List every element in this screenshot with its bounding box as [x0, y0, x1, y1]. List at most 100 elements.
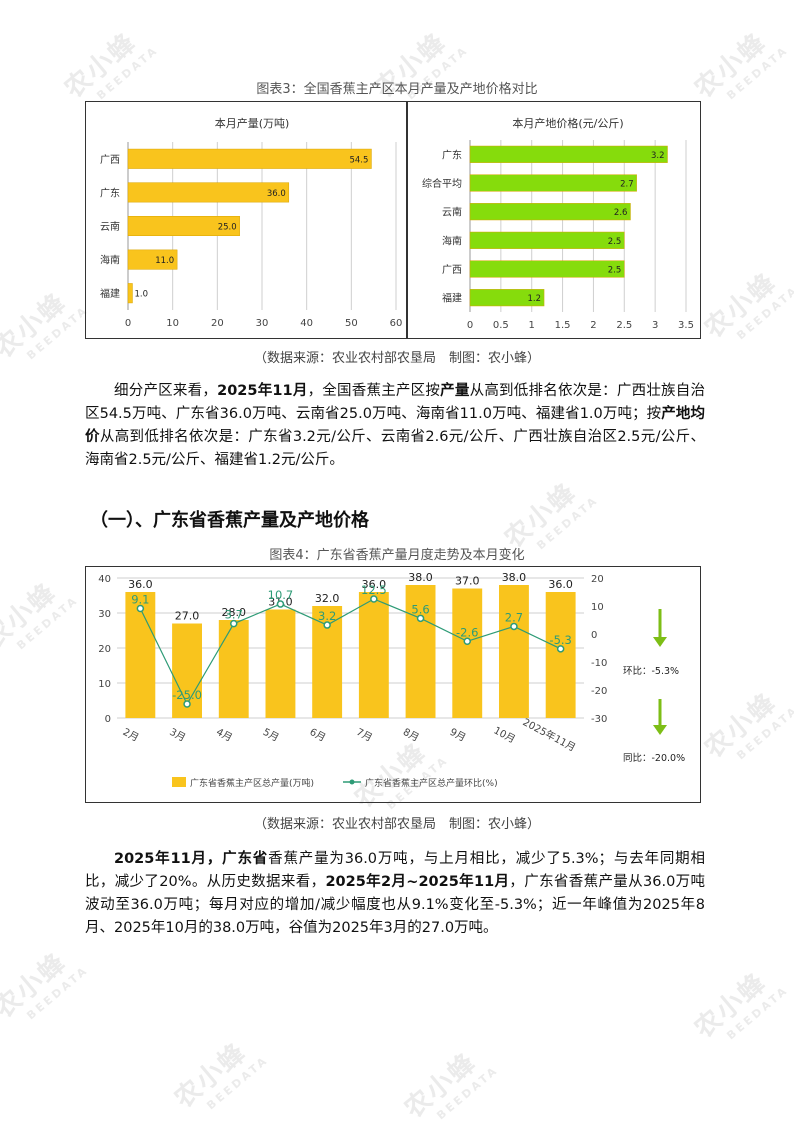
category-label: 云南 — [442, 206, 462, 219]
p2-bold1: 2025年11月，广东省 — [114, 851, 269, 867]
watermark-subtext: BEEDATA — [734, 703, 794, 763]
x-tick-label: 3月 — [167, 726, 187, 744]
watermark-logo: 农小蜂 BEEDATA — [395, 1035, 501, 1135]
bar — [127, 182, 290, 203]
right-y-tick-label: 0 — [591, 630, 597, 641]
production-bar-chart: 本月产量(万吨) 0 10 20 30 40 50 60 广西 54.5 广东 36.0 云南 25.0 海… — [100, 116, 403, 329]
mom-data-label: -2.6 — [456, 625, 478, 639]
x-tick-label: 6月 — [308, 726, 328, 744]
x-tick-label: 4月 — [214, 726, 234, 744]
right-y-tick-label: 10 — [591, 602, 604, 613]
mom-point — [136, 604, 145, 613]
category-label: 广西 — [100, 154, 120, 166]
category-label: 福建 — [442, 292, 462, 305]
mom-data-label: 3.2 — [318, 609, 336, 623]
bar-data-label: 27.0 — [175, 610, 200, 623]
data-label: 2.7 — [620, 180, 634, 190]
x-tick-label: 2 — [590, 320, 596, 331]
watermark-subtext: BEEDATA — [434, 1063, 502, 1123]
bar — [358, 592, 389, 718]
x-tick-label: 10 — [166, 318, 179, 329]
paragraph-regional-ranking: 细分产区来看，2025年11月，全国香蕉主产区按产量从高到低排名依次是：广西壮族… — [85, 380, 705, 472]
mom-data-label: 3.7 — [225, 608, 243, 622]
watermark-text: 农小蜂 — [689, 967, 773, 1045]
paragraph-guangdong-summary: 2025年11月，广东省香蕉产量为36.0万吨，与上月相比，减少了5.3%；与去… — [85, 848, 705, 940]
x-tick-label: 7月 — [354, 726, 374, 744]
bar — [218, 620, 249, 718]
bar — [265, 609, 296, 718]
mom-data-label: 5.6 — [411, 602, 429, 616]
watermark-text: 农小蜂 — [499, 477, 583, 555]
category-label: 海南 — [100, 254, 120, 267]
bar — [469, 260, 625, 278]
p1-intro: 细分产区来看， — [114, 383, 218, 399]
figure4-caption: 图表4：广东省香蕉产量月度走势及本月变化 — [269, 548, 525, 563]
x-tick-label: 50 — [345, 318, 358, 329]
bar — [499, 585, 529, 718]
x-tick-label: 0 — [125, 318, 131, 329]
watermark-logo: 农小蜂 BEEDATA — [165, 1025, 271, 1125]
data-label: 2.6 — [614, 208, 628, 218]
p1-keyword-production: 产量 — [440, 383, 470, 399]
mom-data-label: -25.0 — [172, 688, 202, 702]
watermark-subtext: BEEDATA — [24, 963, 92, 1023]
bar — [452, 588, 483, 718]
bar — [405, 585, 436, 718]
bar — [127, 216, 240, 236]
bar — [125, 592, 156, 718]
x-tick-label: 40 — [300, 318, 313, 329]
data-label: 25.0 — [218, 223, 237, 233]
watermark-text: 农小蜂 — [169, 1037, 253, 1115]
mom-arrow-icon-head — [653, 637, 667, 647]
bar — [469, 231, 625, 249]
mom-data-label: 12.5 — [361, 583, 387, 597]
x-tick-label: 0 — [467, 320, 473, 331]
bar-data-label: 28.0 — [222, 606, 247, 619]
watermark-subtext: BEEDATA — [14, 593, 82, 653]
p2-text1: 香蕉产量为36.0万吨，与上月相比，减少了5.3%；与去年同期相比，减少了20%… — [85, 851, 705, 890]
mom-point — [510, 622, 518, 631]
x-tick-label: 1.5 — [555, 320, 571, 331]
x-tick-label: 60 — [390, 318, 403, 329]
bar-data-label: 36.0 — [128, 578, 153, 591]
left-y-tick-label: 20 — [98, 644, 111, 655]
p1-text2: 从高到低排名依次是：广西壮族自治区54.5万吨、广东省36.0万吨、云南省25.… — [85, 383, 706, 422]
x-tick-label: 8月 — [401, 726, 421, 744]
legend-bar-swatch — [172, 777, 186, 787]
category-label: 福建 — [100, 287, 120, 300]
x-tick-label: 10月 — [492, 724, 518, 745]
category-label: 广东 — [442, 148, 462, 161]
price-bar-chart: 本月产地价格(元/公斤) 0 0.5 1 1.5 2 2.5 3 3.5 广东 3.2 综合平均 2.7… — [422, 116, 694, 331]
mom-line — [139, 598, 561, 706]
data-label: 11.0 — [155, 256, 174, 266]
bar — [469, 174, 637, 192]
x-tick-label: 0.5 — [493, 320, 509, 331]
mom-point — [463, 637, 471, 646]
left-y-tick-label: 40 — [98, 574, 111, 585]
figure3-source: （数据来源：农业农村部农垦局 制图：农小蜂） — [253, 351, 540, 366]
category-label: 广东 — [100, 186, 120, 199]
section-heading: （一）、广东省香蕉产量及产地价格 — [90, 510, 369, 531]
mom-data-label: 10.7 — [268, 588, 294, 602]
watermark-logo: 农小蜂 BEEDATA — [685, 15, 791, 115]
bar-data-label: 36.0 — [362, 578, 387, 591]
data-label: 2.5 — [608, 266, 622, 276]
watermark-logo: 农小蜂 BEEDATA — [0, 935, 91, 1035]
category-label: 广西 — [442, 264, 462, 276]
data-label: 1.2 — [528, 294, 542, 304]
data-label: 36.0 — [267, 189, 286, 199]
data-label: 54.5 — [349, 155, 368, 165]
mom-data-label: 9.1 — [131, 593, 149, 607]
watermark-text: 农小蜂 — [0, 947, 73, 1025]
watermark-text: 农小蜂 — [699, 687, 783, 765]
mom-change-label: 环比：-5.3% — [623, 665, 679, 677]
bar — [469, 203, 631, 221]
figure3-frame — [85, 101, 701, 339]
right-y-tick-label: -20 — [591, 686, 607, 697]
mom-point — [323, 621, 331, 629]
x-tick-label: 3 — [652, 320, 658, 331]
x-tick-label: 20 — [211, 318, 224, 329]
p1-text3: 从高到低排名依次是：广东省3.2元/公斤、云南省2.6元/公斤、广西壮族自治区2… — [85, 429, 706, 468]
watermark-logo: 农小蜂 BEEDATA — [695, 675, 794, 775]
watermark-text: 农小蜂 — [399, 1047, 483, 1125]
